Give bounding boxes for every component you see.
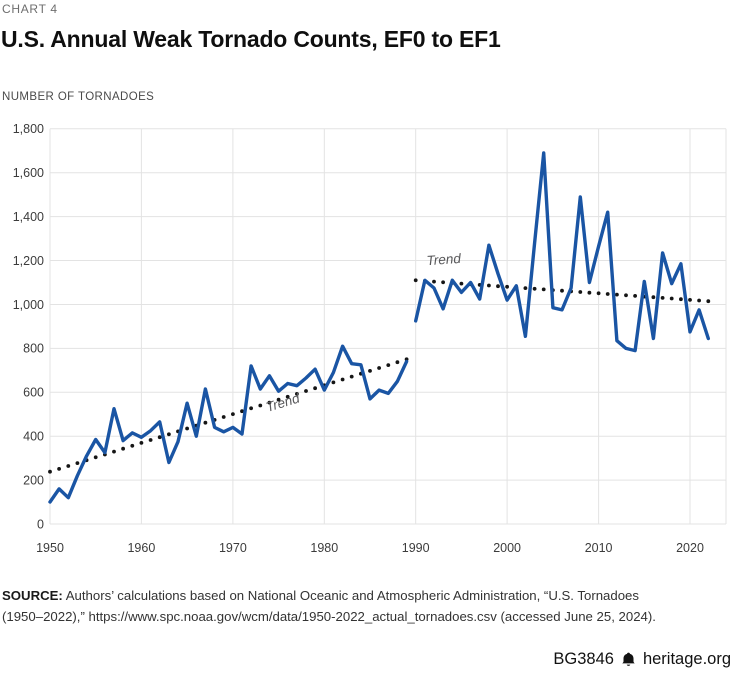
series-weak-tornado-count-1950-1989 <box>48 344 409 504</box>
source-label: SOURCE: <box>2 588 63 603</box>
svg-text:2000: 2000 <box>493 541 521 555</box>
svg-text:1,400: 1,400 <box>13 210 44 224</box>
svg-text:2020: 2020 <box>676 541 704 555</box>
site-link: heritage.org <box>642 650 731 668</box>
svg-text:1,000: 1,000 <box>13 298 44 312</box>
svg-text:800: 800 <box>23 342 44 356</box>
svg-text:1980: 1980 <box>310 541 338 555</box>
series-weak-tornado-count-1990-2022 <box>414 151 710 353</box>
svg-text:1970: 1970 <box>219 541 247 555</box>
trend-line-left <box>48 357 409 474</box>
svg-text:1950: 1950 <box>36 541 64 555</box>
source-text: Authors’ calculations based on National … <box>2 588 656 625</box>
svg-text:1960: 1960 <box>127 541 155 555</box>
svg-text:1,200: 1,200 <box>13 254 44 268</box>
svg-text:200: 200 <box>23 473 44 487</box>
page-title: U.S. Annual Weak Tornado Counts, EF0 to … <box>1 26 501 52</box>
trend-label-right: Trend <box>426 251 462 268</box>
line-chart: 0 200 400 600 800 1,000 1,200 1,400 1,600 1,800 19… <box>13 122 727 555</box>
svg-text:2010: 2010 <box>585 541 613 555</box>
svg-text:0: 0 <box>37 517 44 531</box>
trend-label-left: Trend <box>264 390 302 415</box>
gridlines <box>49 128 727 525</box>
svg-text:1,600: 1,600 <box>13 166 44 180</box>
footer-branding: BG3846 heritage.org <box>553 650 731 669</box>
svg-text:400: 400 <box>23 430 44 444</box>
x-axis-labels: 1950 1960 1970 1980 1990 2000 2010 2020 <box>36 541 704 555</box>
y-axis-title: NUMBER OF TORNADOES <box>2 91 155 103</box>
svg-text:1,800: 1,800 <box>13 122 44 136</box>
svg-text:1990: 1990 <box>402 541 430 555</box>
source-note: SOURCE: Authors’ calculations based on N… <box>2 585 716 627</box>
report-id: BG3846 <box>553 650 614 668</box>
y-axis-labels: 0 200 400 600 800 1,000 1,200 1,400 1,600 1,800 <box>13 122 44 531</box>
svg-text:600: 600 <box>23 386 44 400</box>
liberty-bell-icon <box>622 652 635 666</box>
chart-number: CHART 4 <box>2 2 58 16</box>
